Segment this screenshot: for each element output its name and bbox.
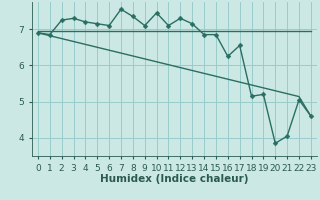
- X-axis label: Humidex (Indice chaleur): Humidex (Indice chaleur): [100, 174, 249, 184]
